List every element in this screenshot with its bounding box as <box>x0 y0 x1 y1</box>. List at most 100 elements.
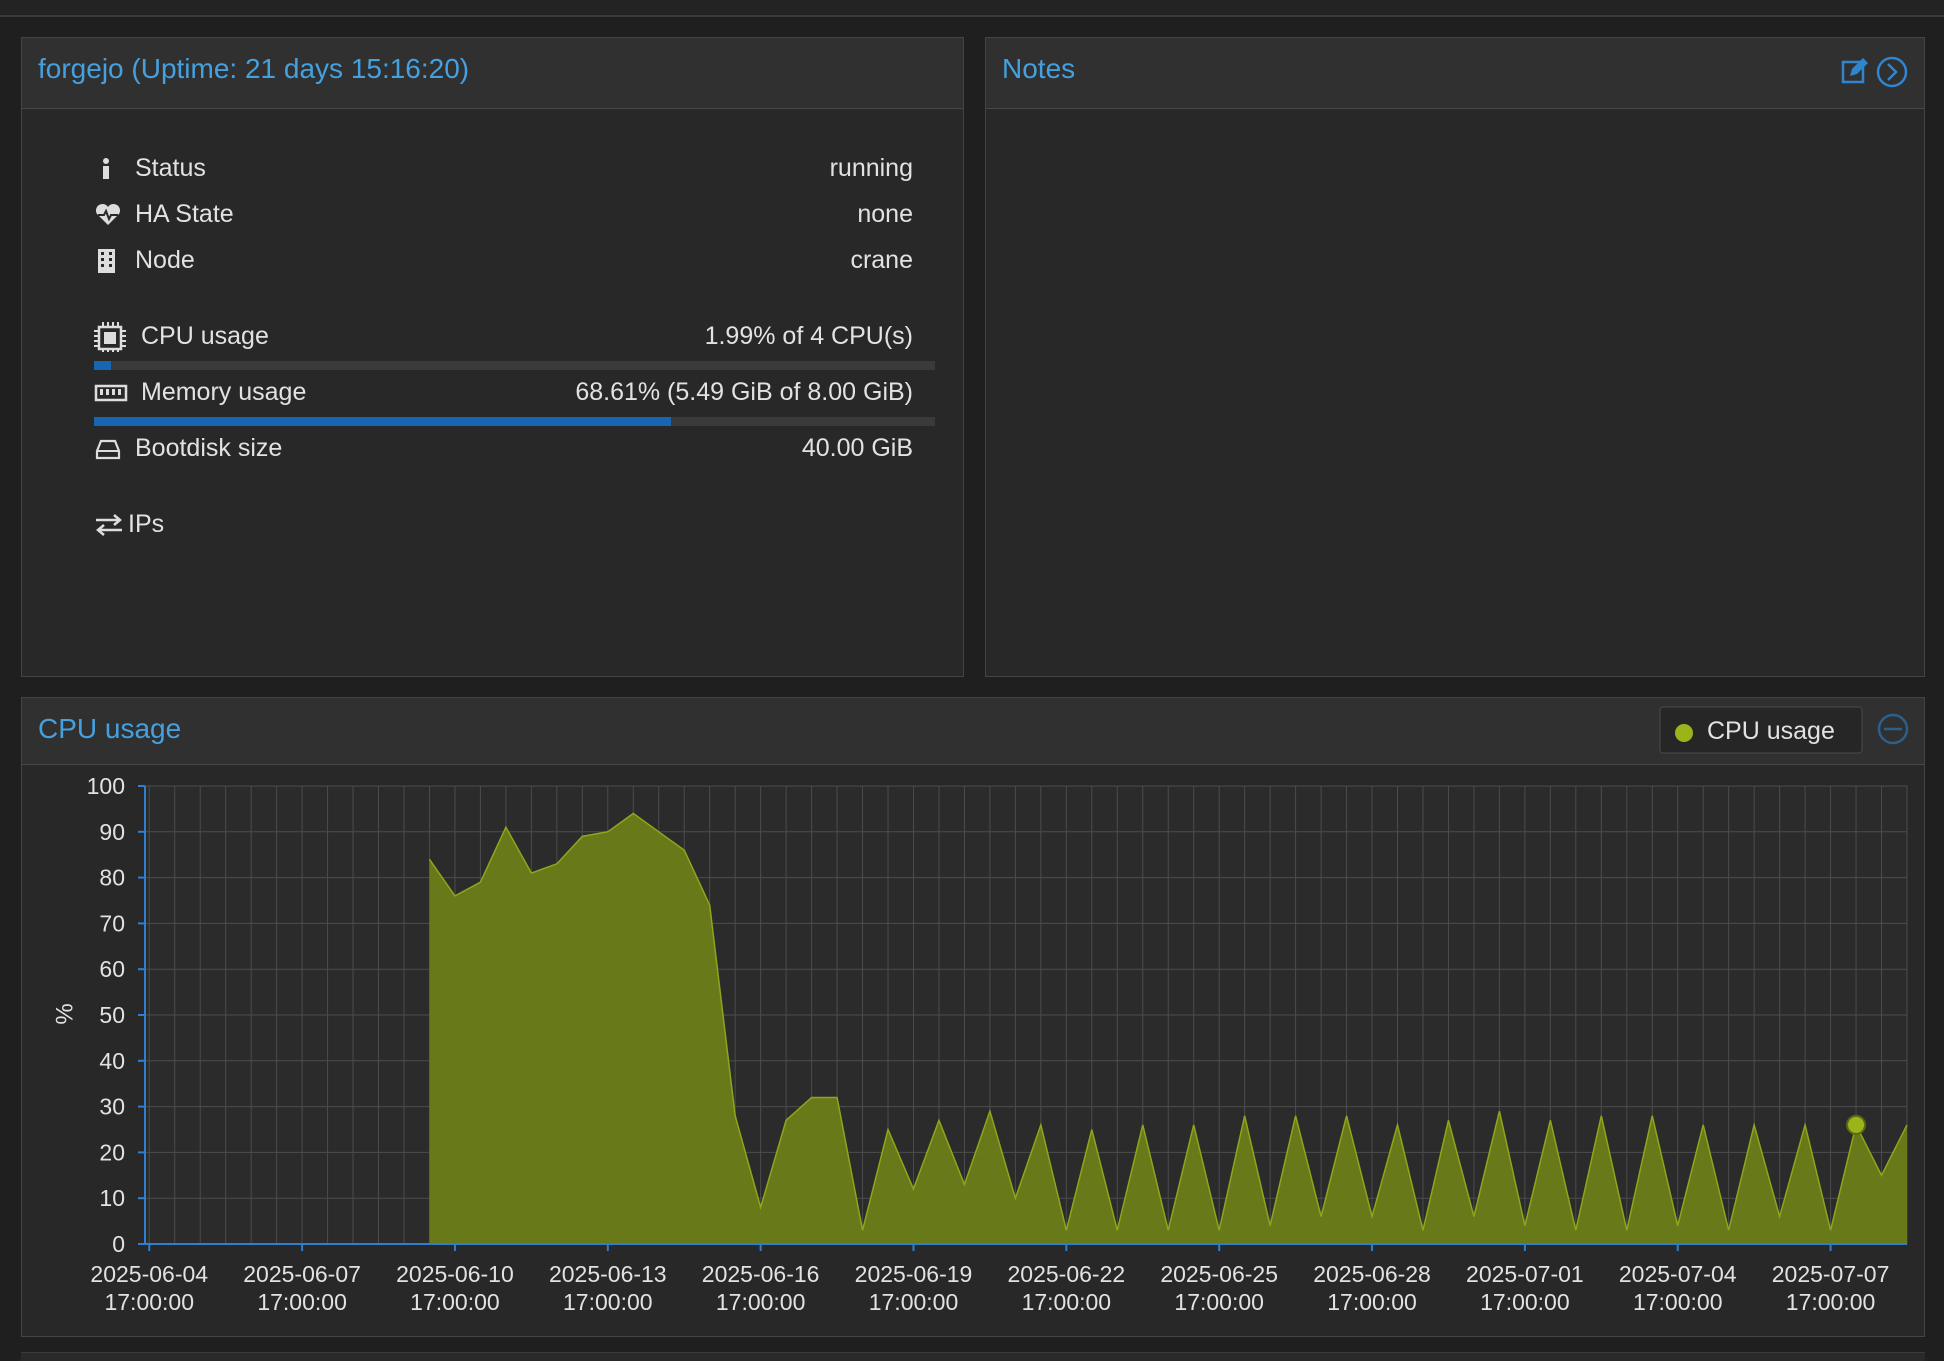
x-tick-label-line: 2025-06-22 <box>1008 1261 1126 1287</box>
area <box>429 813 1907 1244</box>
x-tick-label: 2025-07-01 17:00:00 <box>1466 1261 1584 1315</box>
x-tick-label-line: 2025-07-07 <box>1772 1261 1890 1287</box>
row-value: running <box>829 154 913 182</box>
progress-fill <box>94 417 671 426</box>
ips-row: IPs <box>94 510 913 540</box>
status-panel: forgejo (Uptime: 21 days 15:16:20) Statu… <box>21 37 964 677</box>
line <box>428 812 1908 1231</box>
row-label: Bootdisk size <box>135 434 283 462</box>
header-tools[interactable] <box>1836 52 1916 92</box>
y-tick-label: 60 <box>99 956 125 982</box>
x-tick-label: 2025-06-28 17:00:00 <box>1313 1261 1431 1315</box>
x-tick-label-line: 2025-07-04 <box>1619 1261 1737 1287</box>
x-tick-label: 2025-06-25 17:00:00 <box>1160 1261 1278 1315</box>
progress-fill <box>94 361 111 370</box>
panel-title: Notes <box>1002 53 1076 84</box>
chart: CPU usage CPU usage % 0 10 20 30 40 50 60 70 80 9… <box>22 698 1924 1315</box>
y-axis-label: % <box>51 1003 78 1024</box>
x-tick-label-line: 2025-06-13 <box>549 1261 667 1287</box>
exchange-icon <box>96 514 122 536</box>
bootdisk-row: Bootdisk size 40.00 GiB <box>94 434 913 464</box>
edit-button[interactable] <box>1841 58 1868 84</box>
legend-label[interactable]: CPU usage <box>1707 717 1835 745</box>
minimize-button[interactable] <box>1877 713 1909 745</box>
panel-header: forgejo (Uptime: 21 days 15:16:20) <box>22 38 963 109</box>
y-tick-label: 20 <box>99 1139 125 1165</box>
x-tick-label-line: 2025-06-25 <box>1160 1261 1278 1287</box>
x-tick-label-line: 17:00:00 <box>563 1289 653 1315</box>
bottom-bar <box>21 1352 1925 1361</box>
x-tick-label: 2025-06-13 17:00:00 <box>549 1261 667 1315</box>
y-tick-label: 30 <box>99 1094 125 1120</box>
x-tick-label: 2025-06-04 17:00:00 <box>90 1261 208 1315</box>
row-label: Memory usage <box>141 378 307 406</box>
x-tick-label-line: 17:00:00 <box>1480 1289 1570 1315</box>
row-value: none <box>857 200 913 228</box>
memory-row: Memory usage 68.61% (5.49 GiB of 8.00 Gi… <box>94 378 913 408</box>
y-tick-label: 80 <box>99 865 125 891</box>
y-tick-label: 10 <box>99 1185 125 1211</box>
y-tick-label: 90 <box>99 819 125 845</box>
ha-row: HA State none <box>94 200 913 230</box>
x-tick-label-line: 2025-06-28 <box>1313 1261 1431 1287</box>
highlight-marker <box>1846 1114 1867 1135</box>
x-tick-label-line: 2025-06-10 <box>396 1261 514 1287</box>
x-tick-label-line: 17:00:00 <box>869 1289 959 1315</box>
x-tick-label: 2025-06-10 17:00:00 <box>396 1261 514 1315</box>
status-row: Status running <box>94 154 913 184</box>
x-tick-label: 2025-07-04 17:00:00 <box>1619 1261 1737 1315</box>
heart-icon <box>95 203 121 225</box>
x-tick-label: 2025-06-19 17:00:00 <box>855 1261 973 1315</box>
row-label: HA State <box>135 200 234 228</box>
panel-title: forgejo (Uptime: 21 days 15:16:20) <box>38 53 470 84</box>
y-tick-label: 70 <box>99 910 125 936</box>
row-value: 68.61% (5.49 GiB of 8.00 GiB) <box>575 378 913 406</box>
disk-icon <box>95 439 121 460</box>
x-tick-label-line: 17:00:00 <box>716 1289 806 1315</box>
memory-icon <box>94 384 128 402</box>
cpu-row: CPU usage 1.99% of 4 CPU(s) <box>94 322 913 352</box>
x-tick-label-line: 2025-06-04 <box>90 1261 208 1287</box>
chart-title: CPU usage <box>38 713 181 744</box>
chart-panel: CPU usage CPU usage % 0 10 20 30 40 50 60 70 80 9… <box>21 697 1925 1337</box>
row-value: 40.00 GiB <box>801 434 913 462</box>
x-tick-label-line: 17:00:00 <box>1633 1289 1723 1315</box>
row-label: CPU usage <box>141 322 269 350</box>
x-tick-label-line: 17:00:00 <box>257 1289 347 1315</box>
y-tick-label: 100 <box>87 773 125 799</box>
info-icon <box>103 158 109 179</box>
y-tick-label: 0 <box>112 1231 125 1257</box>
row-value: crane <box>850 246 913 274</box>
x-tick-label: 2025-06-07 17:00:00 <box>243 1261 361 1315</box>
row-label: IPs <box>128 510 165 538</box>
notes-panel: Notes <box>985 37 1925 677</box>
building-icon <box>98 249 115 273</box>
row-label: Status <box>135 154 206 182</box>
x-tick-label-line: 17:00:00 <box>1174 1289 1264 1315</box>
panel-header: Notes <box>986 38 1924 109</box>
x-tick-label-line: 2025-06-19 <box>855 1261 973 1287</box>
x-tick-label-line: 17:00:00 <box>1327 1289 1417 1315</box>
row-value: 1.99% of 4 CPU(s) <box>704 322 913 350</box>
x-tick-label: 2025-06-22 17:00:00 <box>1008 1261 1126 1315</box>
panel-header <box>22 698 1924 764</box>
y-tick-label: 40 <box>99 1048 125 1074</box>
x-tick-label-line: 2025-06-07 <box>243 1261 361 1287</box>
progress-track <box>94 361 935 370</box>
x-tick-label-line: 17:00:00 <box>1786 1289 1876 1315</box>
top-bar <box>0 0 1944 17</box>
progress-track <box>94 417 935 426</box>
x-tick-label-line: 17:00:00 <box>410 1289 500 1315</box>
row-label: Node <box>135 246 195 274</box>
x-tick-label: 2025-06-16 17:00:00 <box>702 1261 820 1315</box>
y-tick-label: 50 <box>99 1002 125 1028</box>
x-tick-label-line: 17:00:00 <box>104 1289 194 1315</box>
node-row: Node crane <box>94 246 913 276</box>
legend-swatch <box>1675 724 1693 742</box>
collapse-button[interactable] <box>1876 56 1908 88</box>
cpu-icon <box>94 322 126 352</box>
legend[interactable]: CPU usage <box>1659 706 1863 754</box>
legend-box[interactable] <box>1659 706 1863 754</box>
x-tick-label-line: 2025-07-01 <box>1466 1261 1584 1287</box>
